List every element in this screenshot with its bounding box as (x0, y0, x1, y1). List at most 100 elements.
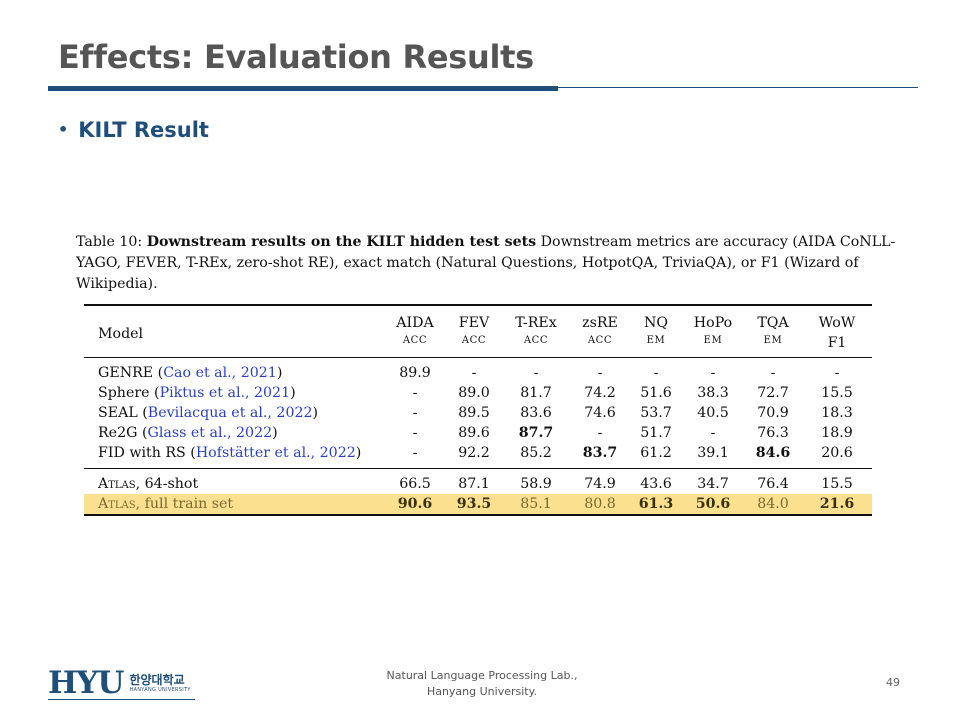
col-header: zsRE (582, 315, 618, 331)
col-metric: F1 (827, 335, 847, 351)
page-number: 49 (886, 676, 900, 689)
citation-link[interactable]: Piktus et al., 2021 (159, 385, 291, 401)
col-metric: EM (763, 335, 783, 346)
logo-hyu-text: HYU (48, 665, 124, 701)
bullet-dot-icon: • (58, 120, 69, 139)
value-cell: 90.6 (384, 494, 446, 515)
value-cell: 93.5 (446, 494, 502, 515)
col-header: AIDA (396, 315, 434, 331)
footer-line-2: Hanyang University. (426, 685, 538, 698)
value-cell: 92.2 (458, 445, 490, 461)
logo-english-text: HANYANG UNIVERSITY (129, 687, 191, 693)
value-cell: 70.9 (757, 405, 789, 421)
caption-text: Downstream metrics are accuracy (AIDA Co… (76, 234, 896, 292)
table-caption: Table 10: Downstream results on the KILT… (76, 232, 906, 295)
bullet-item: • KILT Result (58, 118, 209, 142)
value-cell: 84.6 (755, 445, 791, 461)
value-cell: 21.6 (802, 494, 872, 515)
model-cell: GENRE (Cao et al., 2021) (98, 365, 283, 381)
value-cell: 87.7 (518, 425, 554, 441)
col-header: WoW (818, 315, 856, 331)
title-underline-thin (558, 87, 918, 88)
value-cell: 43.6 (640, 476, 672, 492)
university-logo: HYU 한양대학교 HANYANG UNIVERSITY (48, 665, 191, 701)
table-row: GENRE (Cao et al., 2021) 89.9 - - - - - … (84, 358, 872, 384)
value-cell: 18.9 (821, 425, 853, 441)
value-cell: 83.6 (520, 405, 552, 421)
citation-link[interactable]: Bevilacqua et al., 2022 (147, 405, 313, 421)
value-cell: 74.6 (584, 405, 616, 421)
value-cell: 89.9 (399, 365, 431, 381)
value-cell: 15.5 (821, 476, 853, 492)
value-cell: 40.5 (697, 405, 729, 421)
value-cell: - (412, 385, 418, 401)
logo-korean-text: 한양대학교 (129, 673, 185, 687)
table-row: SEAL (Bevilacqua et al., 2022) - 89.5 83… (84, 403, 872, 423)
col-metric: ACC (402, 335, 428, 346)
caption-label: Table 10: (76, 234, 143, 250)
col-metric: ACC (587, 335, 613, 346)
col-header: TQA (757, 315, 789, 331)
value-cell: 66.5 (399, 476, 431, 492)
model-cell: Sphere (Piktus et al., 2021) (98, 385, 296, 401)
value-cell: 89.5 (458, 405, 490, 421)
value-cell: 81.7 (520, 385, 552, 401)
col-header: NQ (643, 315, 669, 331)
value-cell: 76.4 (757, 476, 789, 492)
model-cell: SEAL (Bevilacqua et al., 2022) (98, 405, 319, 421)
value-cell: 85.1 (502, 494, 570, 515)
value-cell: 87.1 (458, 476, 490, 492)
col-metric: EM (703, 335, 723, 346)
table-row: Re2G (Glass et al., 2022) - 89.6 87.7 - … (84, 423, 872, 443)
title-underline-thick (48, 86, 558, 91)
col-metric: ACC (461, 335, 487, 346)
value-cell: - (710, 365, 716, 381)
value-cell: 51.6 (640, 385, 672, 401)
value-cell: 51.7 (640, 425, 672, 441)
value-cell: 61.2 (640, 445, 672, 461)
col-metric: EM (646, 335, 666, 346)
citation-link[interactable]: Glass et al., 2022 (147, 425, 273, 441)
value-cell: 39.1 (697, 445, 729, 461)
value-cell: 38.3 (697, 385, 729, 401)
value-cell: 74.2 (584, 385, 616, 401)
slide-title: Effects: Evaluation Results (58, 38, 534, 76)
kilt-results-table: Model AIDA FEV T-REx zsRE NQ HoPo TQA Wo… (84, 304, 872, 516)
value-cell: - (412, 405, 418, 421)
value-cell: 74.9 (584, 476, 616, 492)
value-cell: 76.3 (757, 425, 789, 441)
bullet-text: KILT Result (78, 118, 209, 142)
value-cell: 61.3 (630, 494, 682, 515)
col-metric: ACC (523, 335, 549, 346)
model-cell: FID with RS (Hofstätter et al., 2022) (98, 445, 362, 461)
logo-underline (48, 699, 195, 700)
value-cell: - (653, 365, 659, 381)
footer-affiliation: Natural Language Processing Lab., Hanyan… (350, 668, 614, 700)
value-cell: - (412, 425, 418, 441)
value-cell: 83.7 (582, 445, 618, 461)
citation-link[interactable]: Hofstätter et al., 2022 (195, 445, 356, 461)
value-cell: 89.0 (458, 385, 490, 401)
value-cell: 58.9 (520, 476, 552, 492)
value-cell: 89.6 (458, 425, 490, 441)
col-header: T-REx (515, 315, 557, 331)
value-cell: - (770, 365, 776, 381)
table-row-highlighted: Atlas, full train set 90.6 93.5 85.1 80.… (84, 494, 872, 515)
table-row: Atlas, 64-shot 66.5 87.1 58.9 74.9 43.6 … (84, 469, 872, 495)
value-cell: 15.5 (821, 385, 853, 401)
value-cell: - (412, 445, 418, 461)
value-cell: 53.7 (640, 405, 672, 421)
value-cell: 20.6 (821, 445, 853, 461)
value-cell: 80.8 (570, 494, 630, 515)
table-row: Sphere (Piktus et al., 2021) - 89.0 81.7… (84, 383, 872, 403)
col-header: FEV (458, 315, 490, 331)
table-row: FID with RS (Hofstätter et al., 2022) - … (84, 443, 872, 469)
value-cell: - (533, 365, 539, 381)
value-cell: 85.2 (520, 445, 552, 461)
caption-bold: Downstream results on the KILT hidden te… (146, 234, 537, 250)
model-header: Model (98, 326, 144, 342)
col-header: HoPo (693, 315, 733, 331)
value-cell: 18.3 (821, 405, 853, 421)
citation-link[interactable]: Cao et al., 2021 (163, 365, 277, 381)
value-cell: - (834, 365, 840, 381)
